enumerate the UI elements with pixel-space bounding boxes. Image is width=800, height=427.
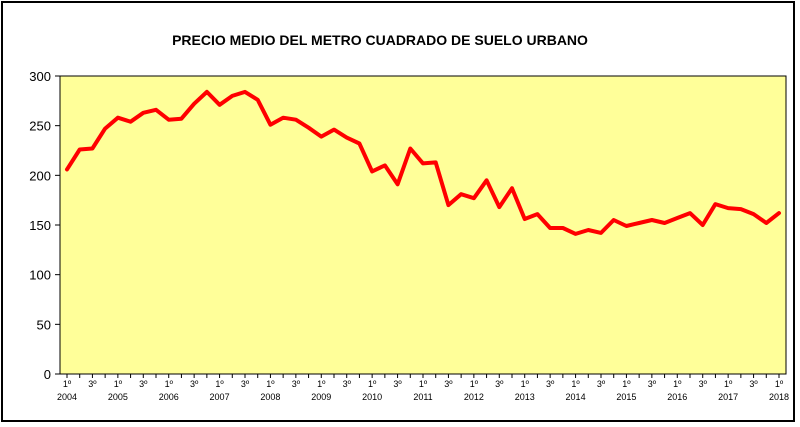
x-year-label: 2018 xyxy=(769,392,789,402)
plot-area xyxy=(59,75,787,375)
x-year-label: 2006 xyxy=(159,392,179,402)
x-quarter-label: 1º xyxy=(419,379,428,389)
x-year-label: 2008 xyxy=(260,392,280,402)
x-year-label: 2005 xyxy=(108,392,128,402)
x-quarter-label: 1º xyxy=(165,379,174,389)
series-line xyxy=(65,89,781,236)
x-quarter-label: 3º xyxy=(292,379,301,389)
y-tick-label: 0 xyxy=(44,367,51,382)
x-quarter-label: 3º xyxy=(190,379,199,389)
x-quarter-label: 1º xyxy=(775,379,784,389)
x-year-label: 2015 xyxy=(616,392,636,402)
x-axis-ticks: 1º 2004 3º 1º 2005 3º 1º 2006 3º 1º 2007 3º 1º 2008 3º… xyxy=(57,374,789,402)
y-tick-label: 50 xyxy=(37,317,51,332)
x-year-label: 2016 xyxy=(667,392,687,402)
x-quarter-label: 1º xyxy=(571,379,580,389)
x-quarter-label: 1º xyxy=(470,379,479,389)
y-tick-label: 100 xyxy=(29,268,51,283)
x-year-label: 2011 xyxy=(413,392,432,402)
x-quarter-label: 1º xyxy=(114,379,123,389)
y-tick-label: 200 xyxy=(29,168,51,183)
y-axis-ticks: 0 50 100 150 200 250 300 xyxy=(29,69,60,382)
x-quarter-label: 3º xyxy=(749,379,758,389)
x-quarter-label: 3º xyxy=(444,379,453,389)
x-quarter-label: 3º xyxy=(241,379,250,389)
x-quarter-label: 1º xyxy=(63,379,72,389)
x-quarter-label: 3º xyxy=(699,379,708,389)
x-quarter-label: 3º xyxy=(597,379,606,389)
x-quarter-label: 1º xyxy=(622,379,631,389)
x-quarter-label: 1º xyxy=(368,379,377,389)
chart-title: PRECIO MEDIO DEL METRO CUADRADO DE SUELO… xyxy=(172,32,588,48)
x-year-label: 2017 xyxy=(718,392,738,402)
x-quarter-label: 3º xyxy=(546,379,555,389)
x-year-label: 2007 xyxy=(210,392,230,402)
y-tick-label: 150 xyxy=(29,218,51,233)
x-quarter-label: 1º xyxy=(317,379,326,389)
x-quarter-label: 1º xyxy=(724,379,733,389)
x-quarter-label: 1º xyxy=(266,379,275,389)
x-quarter-label: 3º xyxy=(393,379,402,389)
x-quarter-label: 3º xyxy=(343,379,352,389)
x-quarter-label: 3º xyxy=(139,379,148,389)
x-year-label: 2012 xyxy=(464,392,484,402)
y-tick-label: 250 xyxy=(29,119,51,134)
x-year-label: 2010 xyxy=(362,392,382,402)
x-year-label: 2009 xyxy=(311,392,331,402)
x-quarter-label: 1º xyxy=(215,379,224,389)
x-quarter-label: 1º xyxy=(521,379,530,389)
x-year-label: 2013 xyxy=(515,392,535,402)
x-year-label: 2004 xyxy=(57,392,77,402)
x-quarter-label: 3º xyxy=(495,379,504,389)
x-quarter-label: 1º xyxy=(673,379,682,389)
x-year-label: 2014 xyxy=(566,392,586,402)
x-quarter-label: 3º xyxy=(648,379,657,389)
y-tick-label: 300 xyxy=(29,69,51,84)
x-quarter-label: 3º xyxy=(88,379,97,389)
